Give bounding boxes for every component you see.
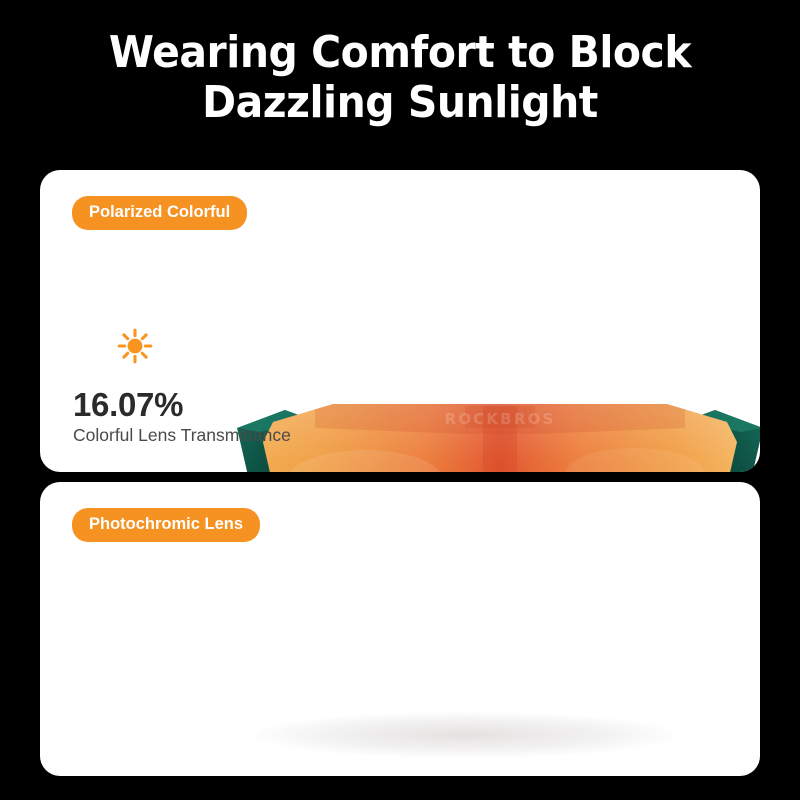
stat-block-polarized: 16.07% Colorful Lens Transmittance (73, 385, 291, 446)
product-image-polarized-sunglasses: ROCKBROS (237, 404, 760, 472)
stat-value: 16.07% (73, 386, 184, 423)
badge-photochromic-lens: Photochromic Lens (72, 508, 261, 542)
page-title: Wearing Comfort to Block Dazzling Sunlig… (0, 28, 800, 128)
lens-shield: ROCKBROS (263, 404, 737, 472)
temple-highlight-right (693, 410, 760, 432)
title-line-2: Dazzling Sunlight (202, 77, 598, 128)
card-polarized: Polarized Colorful 16.07% Colorful Lens … (40, 170, 760, 472)
card-photochromic: Photochromic Lens (40, 482, 760, 776)
product-shadow (250, 712, 680, 758)
brand-logo-text: ROCKBROS (444, 410, 555, 428)
temple-highlight-left (237, 410, 307, 432)
stat-caption: Colorful Lens Transmittance (73, 425, 291, 445)
title-line-1: Wearing Comfort to Block (108, 27, 692, 78)
badge-polarized-colorful: Polarized Colorful (72, 196, 248, 230)
sun-icon (117, 328, 153, 364)
